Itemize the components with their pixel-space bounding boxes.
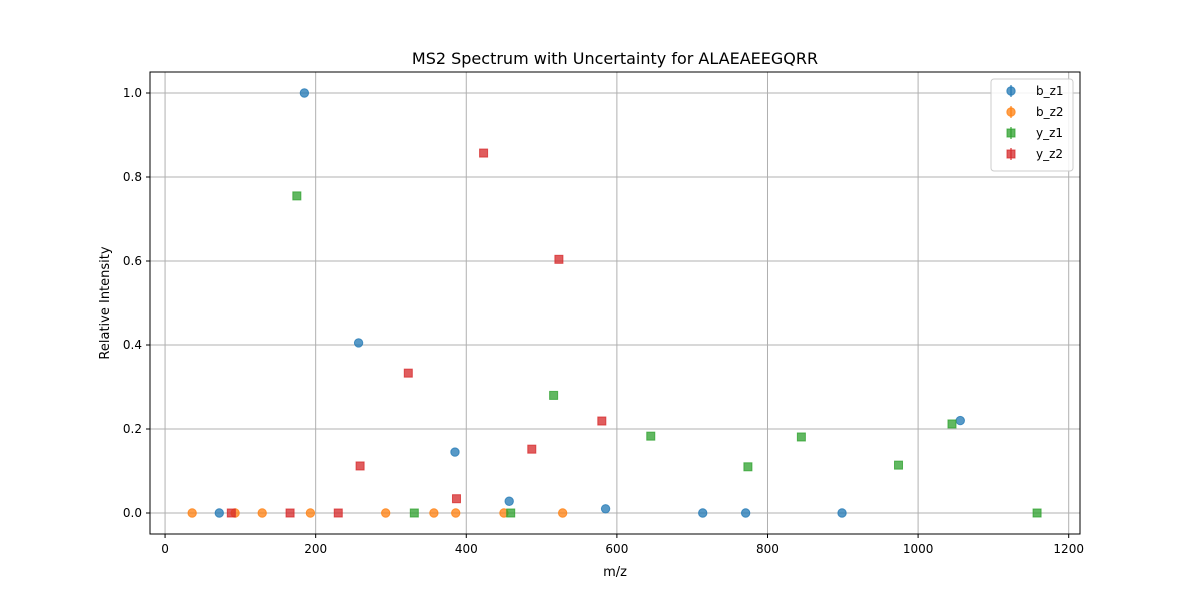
data-points xyxy=(187,88,1042,518)
y-tick-label: 0.0 xyxy=(123,506,142,520)
data-point-b-z1 xyxy=(837,508,847,518)
data-point-y-z1 xyxy=(549,390,559,400)
data-point-y-z2 xyxy=(451,494,461,504)
data-point-y-z1 xyxy=(506,508,516,518)
data-point-b-z1 xyxy=(740,508,751,518)
legend-marker-b-z2 xyxy=(1006,107,1016,117)
data-point-y-z1 xyxy=(1032,508,1042,518)
legend-marker-b-z1 xyxy=(1006,86,1016,96)
legend-marker-y-z1 xyxy=(1006,128,1016,138)
data-point-y-z2 xyxy=(403,368,413,378)
data-point-b-z1 xyxy=(698,508,708,518)
data-point-b-z1 xyxy=(504,496,514,506)
data-point-b-z1 xyxy=(214,508,224,518)
y-tick-label: 0.6 xyxy=(123,254,142,268)
data-point-b-z2 xyxy=(187,508,197,518)
data-point-b-z2 xyxy=(257,508,267,518)
y-axis-label: Relative Intensity xyxy=(98,246,113,359)
y-tick-label: 1.0 xyxy=(123,86,142,100)
x-tick-label: 1000 xyxy=(903,542,934,556)
y-tick-label: 0.8 xyxy=(123,170,142,184)
x-tick-label: 400 xyxy=(455,542,478,556)
data-point-b-z1 xyxy=(600,504,611,514)
data-point-y-z1 xyxy=(292,191,302,201)
y-tick-label: 0.4 xyxy=(123,338,142,352)
x-tick-label: 200 xyxy=(304,542,327,556)
x-tick-label: 0 xyxy=(161,542,169,556)
data-point-b-z2 xyxy=(429,508,439,518)
data-point-y-z1 xyxy=(743,462,753,472)
x-tick-label: 1200 xyxy=(1053,542,1084,556)
data-point-y-z1 xyxy=(796,432,806,442)
y-tick-label: 0.2 xyxy=(123,422,142,436)
data-point-b-z1 xyxy=(353,338,364,348)
data-point-b-z2 xyxy=(305,508,316,518)
data-point-y-z1 xyxy=(646,431,656,441)
legend-marker-y-z2 xyxy=(1006,149,1016,159)
data-point-y-z1 xyxy=(947,419,957,429)
chart-title: MS2 Spectrum with Uncertainty for ALAEAE… xyxy=(412,49,818,68)
data-point-b-z1 xyxy=(955,415,965,426)
plot-frame xyxy=(149,71,1081,535)
x-tick-label: 800 xyxy=(756,542,779,556)
data-point-y-z2 xyxy=(479,148,489,158)
x-axis-label: m/z xyxy=(603,565,627,580)
legend-label: b_z1 xyxy=(1036,84,1064,98)
grid xyxy=(150,72,1080,534)
data-point-b-z1 xyxy=(299,88,310,98)
data-point-y-z1 xyxy=(409,508,419,518)
legend-label: y_z1 xyxy=(1036,126,1063,140)
data-point-y-z2 xyxy=(226,508,236,518)
data-point-b-z1 xyxy=(450,447,460,457)
legend-label: b_z2 xyxy=(1036,105,1064,119)
data-point-y-z2 xyxy=(597,416,607,426)
data-point-b-z2 xyxy=(381,508,391,518)
data-point-y-z2 xyxy=(355,461,365,471)
x-tick-label: 600 xyxy=(605,542,628,556)
axis-ticks: 0 200 400 600 800 1000 1200 0.0 0.2 0.4 0.6 0.8 1.0 xyxy=(123,86,1084,556)
data-point-b-z2 xyxy=(557,508,568,518)
legend-label: y_z2 xyxy=(1036,147,1063,161)
data-point-y-z2 xyxy=(527,444,537,454)
legend: b_z1 b_z2 y_z1 y_z2 xyxy=(990,78,1074,172)
data-point-y-z2 xyxy=(333,508,343,518)
data-point-y-z2 xyxy=(554,254,564,264)
data-point-b-z2 xyxy=(451,508,461,518)
data-point-y-z2 xyxy=(285,508,295,518)
data-point-y-z1 xyxy=(894,460,904,470)
